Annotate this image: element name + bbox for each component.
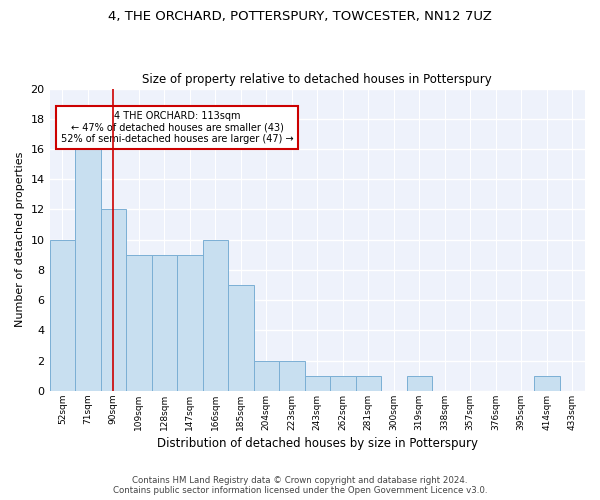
Bar (101, 210, 126, 391)
Bar (356, 376, 381, 391)
Y-axis label: Number of detached properties: Number of detached properties (15, 152, 25, 328)
Text: 4 THE ORCHARD: 113sqm
← 47% of detached houses are smaller (43)
52% of semi-deta: 4 THE ORCHARD: 113sqm ← 47% of detached … (61, 111, 293, 144)
Bar (177, 255, 203, 391)
Bar (152, 255, 177, 391)
Bar (126, 255, 152, 391)
Bar (75, 134, 101, 391)
Title: Size of property relative to detached houses in Potterspury: Size of property relative to detached ho… (142, 73, 492, 86)
Bar (254, 360, 279, 391)
Bar (50, 240, 75, 391)
Bar (279, 360, 305, 391)
Text: Contains HM Land Registry data © Crown copyright and database right 2024.
Contai: Contains HM Land Registry data © Crown c… (113, 476, 487, 495)
Text: 4, THE ORCHARD, POTTERSPURY, TOWCESTER, NN12 7UZ: 4, THE ORCHARD, POTTERSPURY, TOWCESTER, … (108, 10, 492, 23)
Bar (228, 285, 254, 391)
Bar (330, 376, 356, 391)
Bar (407, 376, 432, 391)
Bar (203, 240, 228, 391)
Bar (534, 376, 560, 391)
X-axis label: Distribution of detached houses by size in Potterspury: Distribution of detached houses by size … (157, 437, 478, 450)
Bar (305, 376, 330, 391)
